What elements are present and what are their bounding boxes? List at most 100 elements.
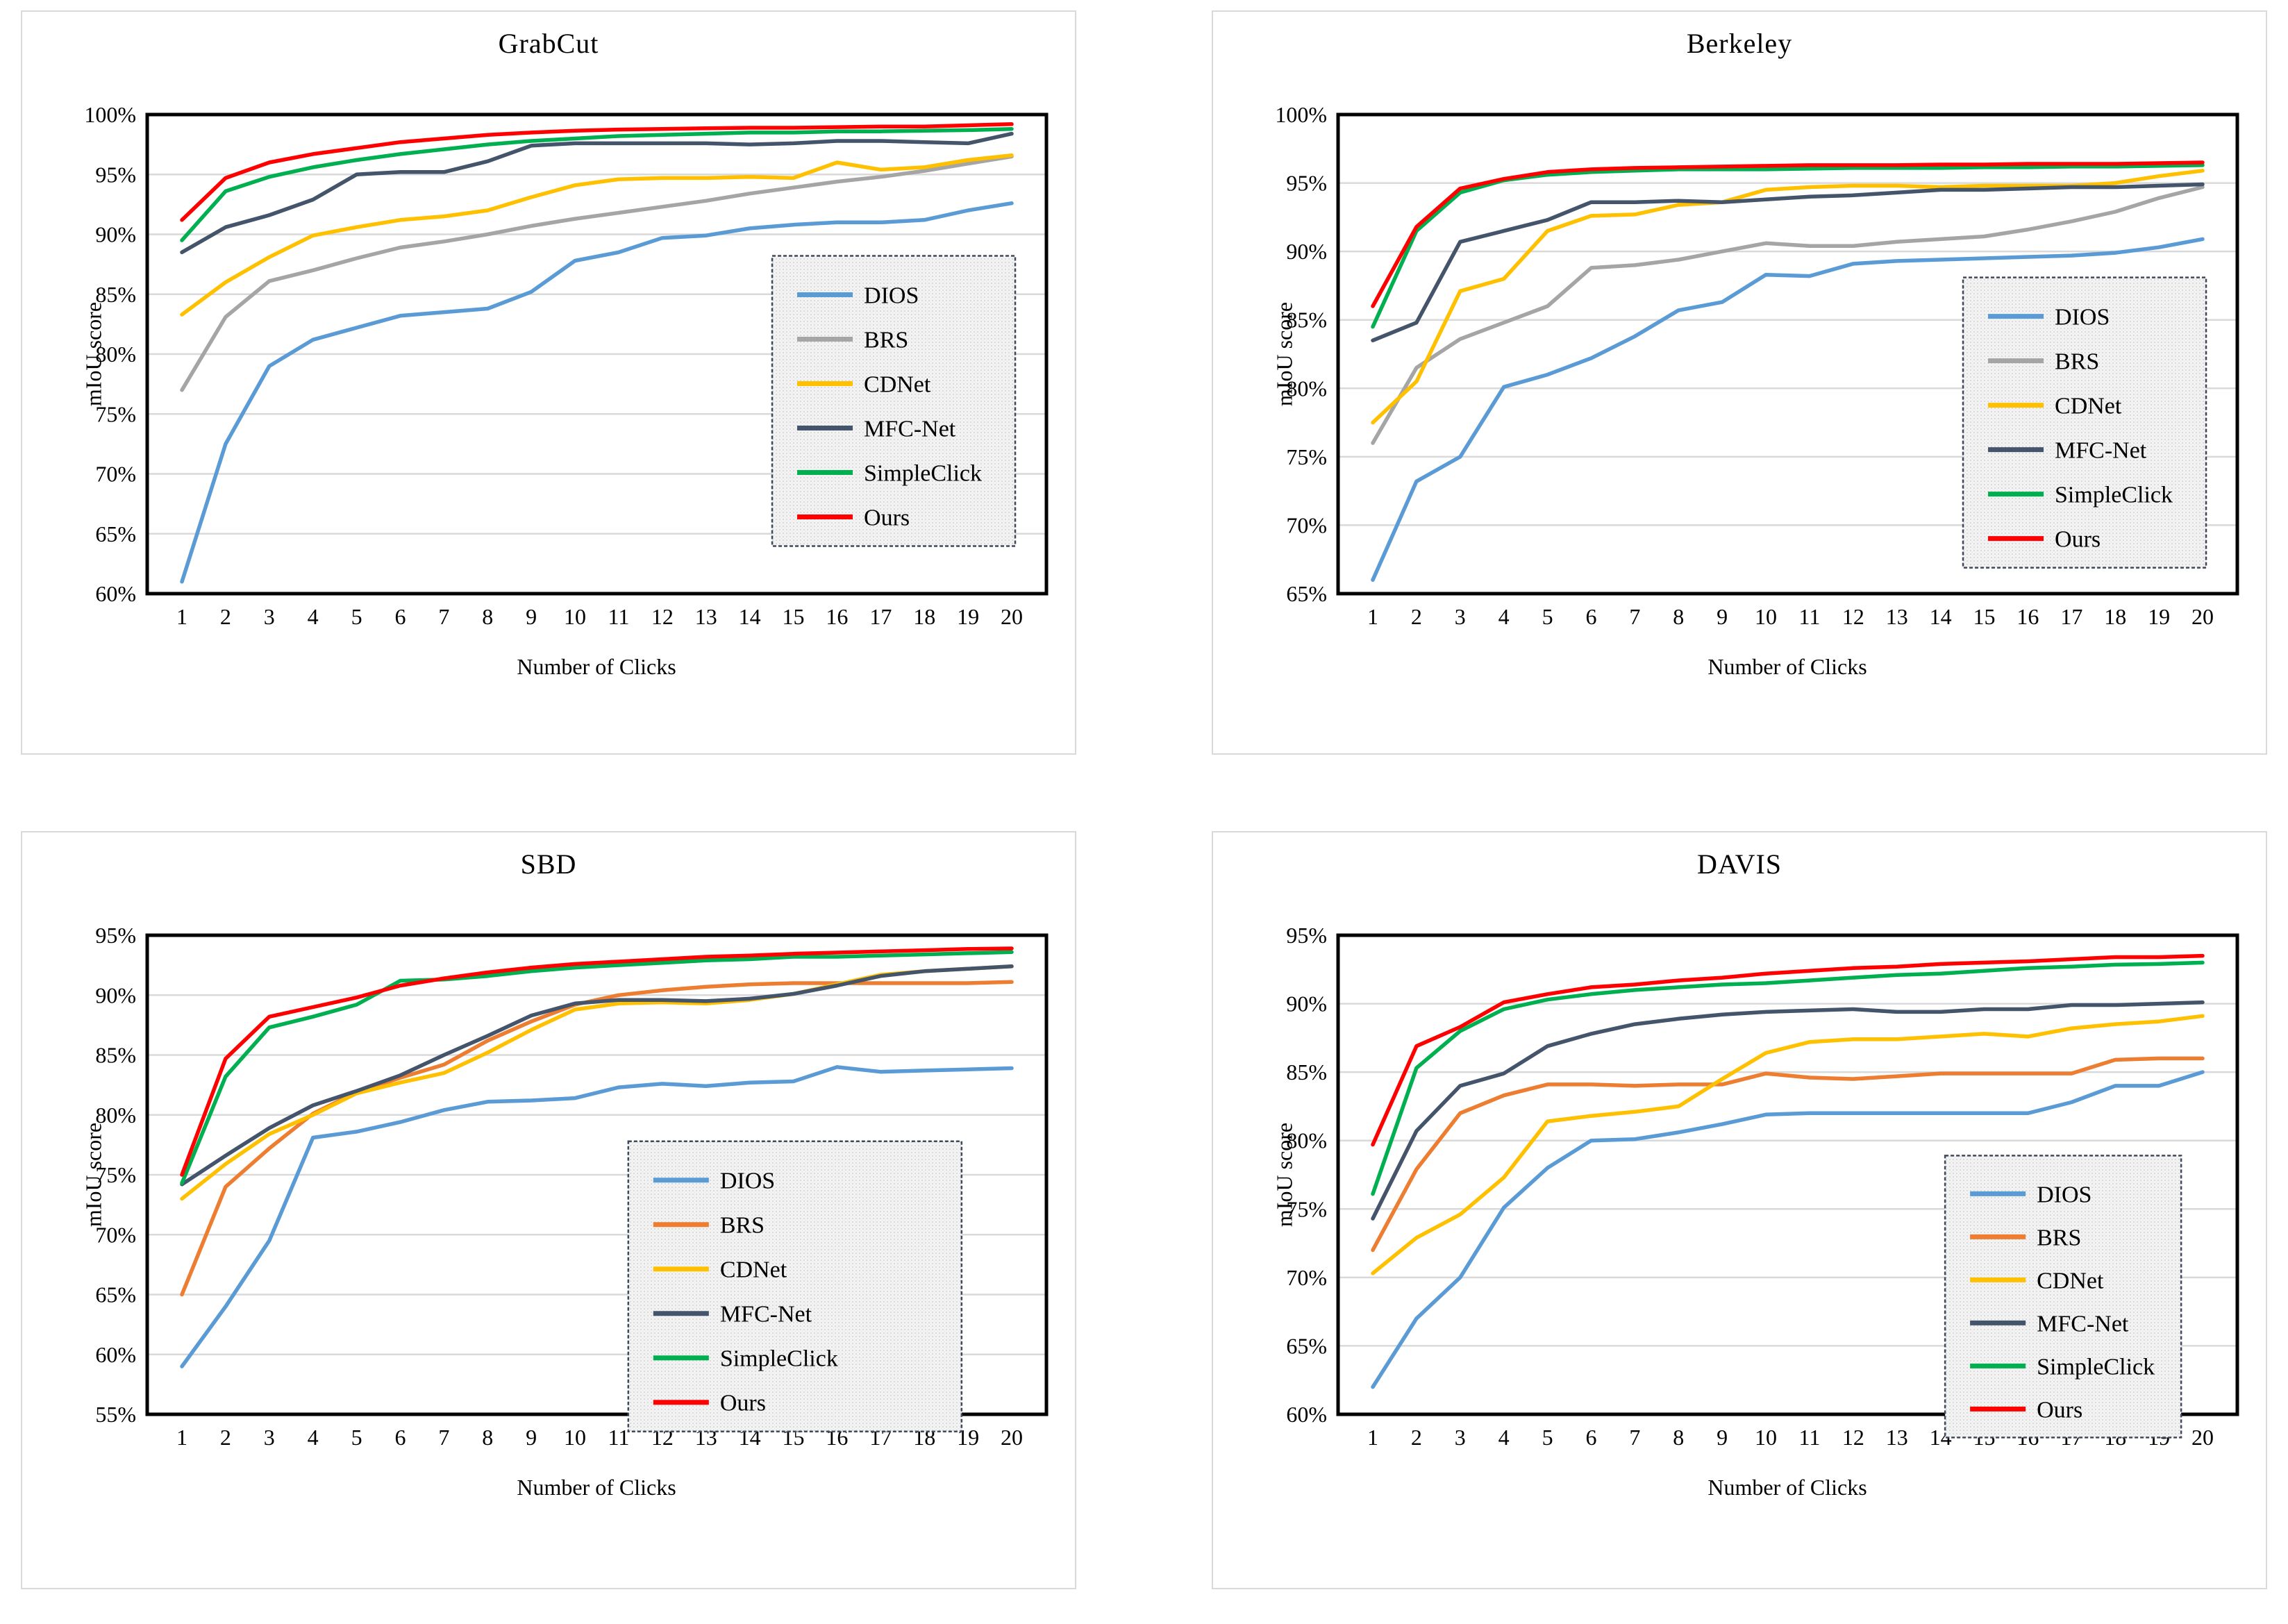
y-tick-label: 80% (95, 1103, 136, 1128)
x-tick-label: 6 (394, 1425, 406, 1450)
legend-label: MFC-Net (2037, 1311, 2129, 1337)
chart-panel-berkeley: 65% 70% 75% 80% 85% 90% 95% 100% 1 2 3 4 5 6 7 8 9 10 11 12… (1212, 10, 2267, 755)
x-tick-label: 13 (1886, 604, 1908, 629)
x-tick-label: 19 (957, 604, 979, 629)
x-tick-label: 7 (1629, 1425, 1640, 1450)
x-tick-label: 6 (1585, 1425, 1596, 1450)
x-tick-label: 9 (1717, 604, 1728, 629)
y-tick-label: 95% (95, 923, 136, 948)
x-tick-label: 1 (1367, 604, 1378, 629)
x-axis-title: Number of Clicks (1707, 654, 1867, 679)
y-tick-label: 85% (95, 282, 136, 307)
y-tick-label: 65% (95, 521, 136, 546)
x-tick-label: 7 (438, 1425, 449, 1450)
y-tick-label: 55% (95, 1402, 136, 1427)
y-tick-label: 100% (1275, 102, 1327, 127)
y-tick-label: 90% (95, 222, 136, 247)
y-tick-label: 85% (1286, 1060, 1327, 1085)
legend-label: BRS (864, 328, 908, 353)
series-line-dios (1371, 237, 2205, 583)
x-tick-label: 2 (1411, 604, 1422, 629)
x-tick-label: 1 (176, 1425, 187, 1450)
legend-box (771, 255, 1017, 547)
series-line-dios (180, 201, 1014, 584)
y-tick-label: 90% (1286, 991, 1327, 1016)
y-tick-label: 65% (95, 1282, 136, 1307)
y-tick-label: 60% (95, 1342, 136, 1367)
y-tick-label: 85% (1286, 308, 1327, 333)
x-tick-label: 15 (783, 604, 805, 629)
x-tick-label: 1 (176, 604, 187, 629)
y-tick-label: 75% (1286, 444, 1327, 469)
chart-panel-sbd: 55% 60% 65% 70% 75% 80% 85% 90% 95% 1 2 3 4 5 6 7 8 9 10 11… (21, 831, 1076, 1589)
legend-label: BRS (2037, 1225, 2081, 1250)
legend-label: MFC-Net (2055, 438, 2147, 464)
x-tick-label: 10 (1755, 604, 1777, 629)
x-tick-label: 3 (264, 1425, 275, 1450)
legend-label: CDNet (720, 1257, 787, 1283)
x-tick-label: 8 (1673, 604, 1684, 629)
y-axis-title: mIoU score (1271, 1122, 1297, 1228)
legend-label: DIOS (2055, 305, 2110, 330)
y-tick-label: 70% (1286, 1265, 1327, 1290)
series-line-mfc-net (1371, 1000, 2205, 1221)
grabcut-plot: 60%65%70%75%80%85%90%95%100%1 2 3 4 5 6 7 8 9 10 1… (84, 102, 1049, 629)
x-tick-label: 17 (2060, 604, 2082, 629)
series-line-cdnet (180, 153, 1014, 317)
series-line-ours (1371, 160, 2205, 308)
y-tick-label: 80% (95, 342, 136, 367)
x-tick-label: 3 (264, 604, 275, 629)
y-tick-label: 90% (1286, 239, 1327, 264)
x-tick-label: 12 (651, 604, 674, 629)
x-axis-title: Number of Clicks (1707, 1475, 1867, 1500)
x-tick-label: 18 (2104, 604, 2126, 629)
y-tick-label: 70% (95, 1222, 136, 1247)
y-tick-label: 60% (1286, 1402, 1327, 1427)
x-tick-label: 19 (2148, 604, 2170, 629)
sbd-plot: 55% 60% 65% 70% 75% 80% 85% 90% 95% 1 2 3 4 5 6 7 8 9 10 11… (95, 923, 1049, 1450)
x-tick-label: 6 (394, 604, 406, 629)
legend-label: BRS (720, 1213, 765, 1239)
y-tick-label: 90% (95, 982, 136, 1007)
y-tick-label: 95% (1286, 171, 1327, 196)
y-tick-label: 65% (1286, 1333, 1327, 1358)
x-tick-label: 11 (608, 604, 630, 629)
x-tick-label: 8 (1673, 1425, 1684, 1450)
x-tick-label: 5 (351, 1425, 362, 1450)
page-title: GrabCut (498, 28, 599, 59)
legend-label: SimpleClick (2037, 1354, 2155, 1380)
series-line-dios (1371, 1070, 2205, 1389)
series-line-ours (180, 946, 1014, 1177)
chart-panel-grabcut: 60% 65% 70% 75% 80% 85% 90% 95% 100% 1 2 3 4 5 6 7 8 9 10 1… (21, 10, 1076, 755)
series-line-brs (1371, 185, 2205, 445)
series-line-mfc-net (180, 964, 1014, 1187)
x-tick-label: 14 (739, 604, 761, 629)
page-title: SBD (520, 848, 577, 880)
x-tick-label: 3 (1455, 604, 1466, 629)
legend-label: CDNet (2055, 394, 2122, 419)
y-tick-label: 75% (1286, 1196, 1327, 1221)
x-tick-label: 5 (351, 604, 362, 629)
legend-label: MFC-Net (720, 1302, 812, 1328)
legend-label: CDNet (864, 372, 931, 398)
x-tick-label: 8 (482, 1425, 493, 1450)
x-tick-label: 4 (1498, 604, 1510, 629)
x-tick-label: 5 (1542, 604, 1553, 629)
x-tick-label: 20 (1001, 604, 1023, 629)
y-tick-label: 80% (1286, 1128, 1327, 1153)
x-tick-label: 10 (1755, 1425, 1777, 1450)
berkeley-plot: 65%70%75%80%85%90%95%100%1 2 3 4 5 6 7 8 9 10 11 12… (1275, 102, 2239, 629)
y-tick-label: 80% (1286, 376, 1327, 401)
legend-box (1962, 276, 2207, 569)
x-tick-label: 10 (564, 1425, 586, 1450)
legend-label: Ours (2037, 1397, 2082, 1423)
y-tick-label: 85% (95, 1043, 136, 1068)
x-tick-label: 14 (1930, 604, 1952, 629)
series-line-simpleclick (1371, 960, 2205, 1196)
series-line-ours (180, 122, 1014, 222)
legend-label: SimpleClick (864, 461, 982, 487)
x-tick-label: 16 (826, 604, 848, 629)
series-line-mfc-net (1371, 182, 2205, 343)
x-tick-label: 20 (2191, 604, 2214, 629)
